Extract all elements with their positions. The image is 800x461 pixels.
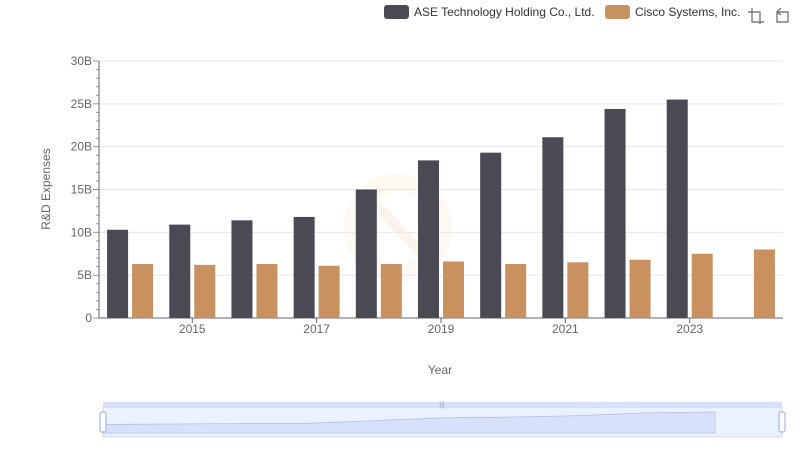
bar-cisco-2024[interactable] bbox=[753, 249, 775, 318]
x-axis: 2015 2017 2019 2021 2023 bbox=[99, 317, 783, 336]
y-tick-label: 20B bbox=[71, 140, 92, 154]
bar-ase-2015[interactable] bbox=[169, 224, 191, 318]
x-tick-label: 2015 bbox=[179, 322, 206, 336]
y-tick-label: 10B bbox=[71, 225, 92, 239]
legend-swatch-ase bbox=[384, 5, 409, 19]
bar-cisco-2016[interactable] bbox=[256, 264, 278, 318]
bar-ase-2018[interactable] bbox=[355, 189, 377, 319]
bar-cisco-2019[interactable] bbox=[443, 261, 464, 318]
data-zoom-handle-right[interactable] bbox=[778, 411, 786, 433]
bar-ase-2016[interactable] bbox=[231, 220, 253, 318]
x-tick-label: 2021 bbox=[552, 322, 579, 336]
legend: ASE Technology Holding Co., Ltd. Cisco S… bbox=[384, 5, 740, 19]
y-tick-label: 25B bbox=[71, 97, 92, 111]
data-zoom-slider[interactable]: ||| bbox=[99, 402, 786, 438]
x-tick-label: 2017 bbox=[303, 322, 330, 336]
data-zoom-handle-left[interactable] bbox=[99, 411, 107, 433]
y-tick-label: 0 bbox=[85, 311, 92, 325]
y-tick-label: 30B bbox=[71, 54, 92, 68]
zoom-icon[interactable] bbox=[748, 8, 764, 24]
x-tick-label: 2023 bbox=[676, 322, 703, 336]
y-axis-title: R&D Expenses bbox=[39, 148, 53, 229]
bar-cisco-2018[interactable] bbox=[380, 264, 402, 318]
legend-item-cisco[interactable]: Cisco Systems, Inc. bbox=[605, 5, 740, 19]
legend-item-ase[interactable]: ASE Technology Holding Co., Ltd. bbox=[384, 5, 595, 19]
data-zoom-grip-icon[interactable]: ||| bbox=[439, 402, 445, 409]
bar-cisco-2015[interactable] bbox=[194, 264, 216, 318]
bar-ase-2023[interactable] bbox=[666, 99, 688, 318]
data-zoom-preview-area bbox=[102, 411, 716, 434]
bar-cisco-2014[interactable] bbox=[132, 264, 154, 318]
y-tick-label: 15B bbox=[71, 183, 92, 197]
bar-ase-2022[interactable] bbox=[604, 108, 626, 319]
bar-cisco-2023[interactable] bbox=[691, 253, 713, 318]
legend-label-ase: ASE Technology Holding Co., Ltd. bbox=[414, 5, 595, 19]
y-axis: 0 5B 10B 15B 20B 25B 30B bbox=[71, 54, 100, 325]
bar-cisco-2017[interactable] bbox=[318, 265, 340, 318]
bar-ase-2017[interactable] bbox=[293, 216, 315, 318]
y-tick-label: 5B bbox=[77, 268, 92, 282]
legend-swatch-cisco bbox=[605, 5, 630, 19]
legend-label-cisco: Cisco Systems, Inc. bbox=[635, 5, 740, 19]
bars bbox=[107, 99, 775, 319]
bar-ase-2019[interactable] bbox=[418, 160, 439, 318]
bar-ase-2021[interactable] bbox=[542, 137, 564, 318]
bar-cisco-2022[interactable] bbox=[629, 259, 651, 318]
restore-icon[interactable] bbox=[776, 7, 789, 23]
bar-cisco-2021[interactable] bbox=[567, 262, 589, 318]
x-axis-title: Year bbox=[428, 363, 452, 377]
data-zoom-selected-range bbox=[103, 407, 782, 437]
bar-ase-2020[interactable] bbox=[480, 152, 502, 318]
bar-cisco-2020[interactable] bbox=[505, 264, 527, 318]
bar-ase-2014[interactable] bbox=[107, 229, 129, 318]
x-tick-label: 2019 bbox=[428, 322, 455, 336]
data-zoom-top-bar[interactable] bbox=[103, 402, 782, 408]
